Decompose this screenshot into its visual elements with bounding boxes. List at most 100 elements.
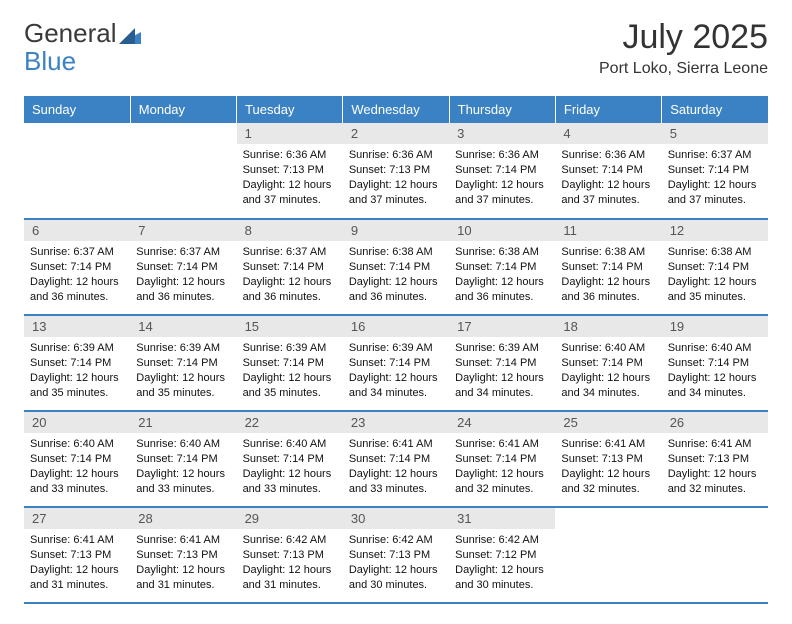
daylight-text: Daylight: 12 hours and 31 minutes. [30,563,124,593]
sunset-text: Sunset: 7:14 PM [349,452,443,467]
logo-triangle-icon [119,22,141,48]
calendar-day-cell: 30Sunrise: 6:42 AMSunset: 7:13 PMDayligh… [343,507,449,603]
calendar-body: ..1Sunrise: 6:36 AMSunset: 7:13 PMDaylig… [24,123,768,603]
daylight-text: Daylight: 12 hours and 35 minutes. [668,275,762,305]
calendar-day-cell: 29Sunrise: 6:42 AMSunset: 7:13 PMDayligh… [237,507,343,603]
page-header: General Blue July 2025 Port Loko, Sierra… [24,20,768,78]
sunset-text: Sunset: 7:13 PM [30,548,124,563]
day-number: 14 [130,316,236,337]
sunrise-text: Sunrise: 6:36 AM [455,148,549,163]
calendar-day-cell: 8Sunrise: 6:37 AMSunset: 7:14 PMDaylight… [237,219,343,315]
day-body: Sunrise: 6:39 AMSunset: 7:14 PMDaylight:… [449,337,555,404]
sunset-text: Sunset: 7:14 PM [455,260,549,275]
daylight-text: Daylight: 12 hours and 32 minutes. [561,467,655,497]
sunrise-text: Sunrise: 6:41 AM [30,533,124,548]
day-number: 1 [237,123,343,144]
day-body: Sunrise: 6:41 AMSunset: 7:13 PMDaylight:… [130,529,236,596]
sunrise-text: Sunrise: 6:39 AM [455,341,549,356]
calendar-week-row: ..1Sunrise: 6:36 AMSunset: 7:13 PMDaylig… [24,123,768,219]
sunset-text: Sunset: 7:14 PM [668,163,762,178]
calendar-day-cell: 2Sunrise: 6:36 AMSunset: 7:13 PMDaylight… [343,123,449,219]
weekday-header: Sunday [24,96,130,123]
sunset-text: Sunset: 7:14 PM [136,356,230,371]
day-body: Sunrise: 6:42 AMSunset: 7:13 PMDaylight:… [237,529,343,596]
sunrise-text: Sunrise: 6:36 AM [561,148,655,163]
sunset-text: Sunset: 7:14 PM [455,452,549,467]
day-body: Sunrise: 6:38 AMSunset: 7:14 PMDaylight:… [555,241,661,308]
daylight-text: Daylight: 12 hours and 37 minutes. [349,178,443,208]
sunrise-text: Sunrise: 6:38 AM [455,245,549,260]
day-body: Sunrise: 6:39 AMSunset: 7:14 PMDaylight:… [24,337,130,404]
logo: General Blue [24,20,141,74]
daylight-text: Daylight: 12 hours and 36 minutes. [349,275,443,305]
calendar-day-cell: 18Sunrise: 6:40 AMSunset: 7:14 PMDayligh… [555,315,661,411]
day-number: 15 [237,316,343,337]
day-body: Sunrise: 6:38 AMSunset: 7:14 PMDaylight:… [662,241,768,308]
calendar-table: SundayMondayTuesdayWednesdayThursdayFrid… [24,96,768,604]
sunset-text: Sunset: 7:14 PM [243,452,337,467]
sunrise-text: Sunrise: 6:41 AM [455,437,549,452]
sunrise-text: Sunrise: 6:41 AM [136,533,230,548]
calendar-day-cell: 23Sunrise: 6:41 AMSunset: 7:14 PMDayligh… [343,411,449,507]
daylight-text: Daylight: 12 hours and 33 minutes. [243,467,337,497]
logo-text-blue: Blue [24,46,76,76]
day-body: Sunrise: 6:42 AMSunset: 7:12 PMDaylight:… [449,529,555,596]
sunrise-text: Sunrise: 6:40 AM [136,437,230,452]
sunset-text: Sunset: 7:14 PM [349,356,443,371]
day-number: 26 [662,412,768,433]
calendar-day-cell: 4Sunrise: 6:36 AMSunset: 7:14 PMDaylight… [555,123,661,219]
daylight-text: Daylight: 12 hours and 33 minutes. [30,467,124,497]
daylight-text: Daylight: 12 hours and 36 minutes. [561,275,655,305]
calendar-week-row: 20Sunrise: 6:40 AMSunset: 7:14 PMDayligh… [24,411,768,507]
calendar-day-cell: . [130,123,236,219]
sunset-text: Sunset: 7:14 PM [30,356,124,371]
sunrise-text: Sunrise: 6:37 AM [243,245,337,260]
calendar-day-cell: 10Sunrise: 6:38 AMSunset: 7:14 PMDayligh… [449,219,555,315]
sunset-text: Sunset: 7:14 PM [455,163,549,178]
weekday-header: Saturday [662,96,768,123]
daylight-text: Daylight: 12 hours and 36 minutes. [136,275,230,305]
day-body: Sunrise: 6:40 AMSunset: 7:14 PMDaylight:… [237,433,343,500]
sunset-text: Sunset: 7:13 PM [349,163,443,178]
sunrise-text: Sunrise: 6:37 AM [668,148,762,163]
daylight-text: Daylight: 12 hours and 34 minutes. [349,371,443,401]
calendar-day-cell: 3Sunrise: 6:36 AMSunset: 7:14 PMDaylight… [449,123,555,219]
calendar-day-cell: 20Sunrise: 6:40 AMSunset: 7:14 PMDayligh… [24,411,130,507]
day-number: 17 [449,316,555,337]
calendar-week-row: 13Sunrise: 6:39 AMSunset: 7:14 PMDayligh… [24,315,768,411]
sunset-text: Sunset: 7:13 PM [668,452,762,467]
daylight-text: Daylight: 12 hours and 33 minutes. [136,467,230,497]
calendar-day-cell: 14Sunrise: 6:39 AMSunset: 7:14 PMDayligh… [130,315,236,411]
daylight-text: Daylight: 12 hours and 37 minutes. [668,178,762,208]
day-number: 12 [662,220,768,241]
day-number: 18 [555,316,661,337]
sunset-text: Sunset: 7:14 PM [455,356,549,371]
day-number: 5 [662,123,768,144]
day-number: 16 [343,316,449,337]
calendar-day-cell: 15Sunrise: 6:39 AMSunset: 7:14 PMDayligh… [237,315,343,411]
daylight-text: Daylight: 12 hours and 37 minutes. [455,178,549,208]
calendar-day-cell: 11Sunrise: 6:38 AMSunset: 7:14 PMDayligh… [555,219,661,315]
calendar-day-cell: . [24,123,130,219]
sunrise-text: Sunrise: 6:39 AM [349,341,443,356]
day-body: Sunrise: 6:37 AMSunset: 7:14 PMDaylight:… [130,241,236,308]
calendar-day-cell: 13Sunrise: 6:39 AMSunset: 7:14 PMDayligh… [24,315,130,411]
sunrise-text: Sunrise: 6:36 AM [243,148,337,163]
daylight-text: Daylight: 12 hours and 35 minutes. [30,371,124,401]
sunset-text: Sunset: 7:13 PM [243,548,337,563]
calendar-day-cell: . [662,507,768,603]
day-number: 8 [237,220,343,241]
calendar-day-cell: 27Sunrise: 6:41 AMSunset: 7:13 PMDayligh… [24,507,130,603]
daylight-text: Daylight: 12 hours and 34 minutes. [455,371,549,401]
daylight-text: Daylight: 12 hours and 34 minutes. [668,371,762,401]
daylight-text: Daylight: 12 hours and 32 minutes. [668,467,762,497]
calendar-week-row: 27Sunrise: 6:41 AMSunset: 7:13 PMDayligh… [24,507,768,603]
sunset-text: Sunset: 7:14 PM [668,260,762,275]
day-number: 23 [343,412,449,433]
calendar-day-cell: 21Sunrise: 6:40 AMSunset: 7:14 PMDayligh… [130,411,236,507]
calendar-day-cell: 28Sunrise: 6:41 AMSunset: 7:13 PMDayligh… [130,507,236,603]
sunrise-text: Sunrise: 6:39 AM [30,341,124,356]
day-number: 25 [555,412,661,433]
sunset-text: Sunset: 7:14 PM [243,356,337,371]
calendar-day-cell: 7Sunrise: 6:37 AMSunset: 7:14 PMDaylight… [130,219,236,315]
